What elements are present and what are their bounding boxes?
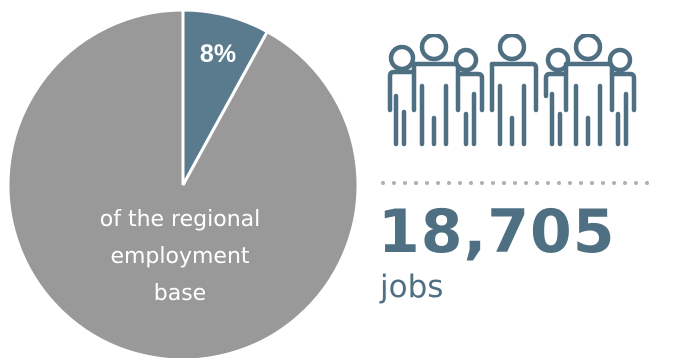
divider-dot — [623, 181, 627, 185]
jobs-label: jobs — [380, 269, 444, 305]
divider-dot — [568, 181, 572, 185]
pie-caption-line-2: employment — [110, 244, 249, 269]
divider-dot — [425, 181, 429, 185]
pie-chart: 8% of the regional employment base — [6, 8, 360, 358]
jobs-count: 18,705 — [378, 197, 616, 267]
group-of-people-icon — [387, 34, 637, 147]
pie-slice-remainder — [6, 8, 360, 358]
divider-dot — [392, 181, 396, 185]
dotted-divider — [381, 181, 649, 185]
pie-caption-line-1: of the regional — [100, 207, 260, 232]
divider-dot — [634, 181, 638, 185]
divider-dot — [601, 181, 605, 185]
divider-dot — [557, 181, 561, 185]
divider-dot — [447, 181, 451, 185]
divider-dot — [546, 181, 550, 185]
divider-dot — [645, 181, 649, 185]
divider-dot — [513, 181, 517, 185]
divider-dot — [381, 181, 385, 185]
divider-dot — [480, 181, 484, 185]
divider-dot — [403, 181, 407, 185]
divider-dot — [524, 181, 528, 185]
slice-label-8-percent: 8% — [200, 40, 236, 68]
divider-dot — [469, 181, 473, 185]
divider-dot — [590, 181, 594, 185]
divider-dot — [458, 181, 462, 185]
divider-dot — [502, 181, 506, 185]
divider-dot — [414, 181, 418, 185]
pie-caption-line-3: base — [154, 281, 206, 306]
divider-dot — [579, 181, 583, 185]
divider-dot — [535, 181, 539, 185]
divider-dot — [436, 181, 440, 185]
divider-dot — [491, 181, 495, 185]
divider-dot — [612, 181, 616, 185]
